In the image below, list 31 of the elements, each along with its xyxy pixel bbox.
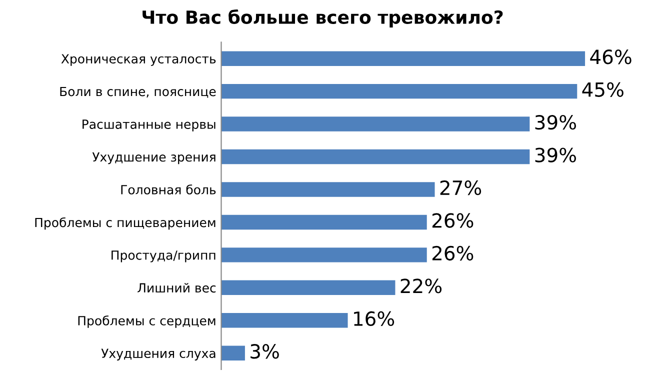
data-label: 27%	[440, 180, 482, 196]
bar	[221, 116, 530, 132]
data-label: 3%	[250, 344, 279, 359]
bar	[221, 149, 530, 164]
chart-title: Что Вас больше всего тревожило?	[142, 9, 503, 28]
data-label: 22%	[400, 278, 442, 294]
y-tick-label: Ухудшение зрения	[92, 152, 216, 164]
data-label: 26%	[432, 213, 474, 228]
bar	[221, 84, 578, 99]
data-label: 26%	[432, 246, 474, 261]
data-label: 45%	[582, 82, 624, 97]
bar	[221, 182, 435, 197]
data-label: 46%	[590, 50, 632, 64]
bar	[221, 313, 348, 328]
y-tick-label: Лишний вес	[138, 282, 216, 293]
y-tick-label: Ухудшения слуха	[101, 348, 216, 360]
bar	[221, 280, 396, 296]
data-label: 39%	[535, 148, 576, 162]
bar	[221, 346, 245, 360]
bar	[221, 51, 586, 66]
data-label: 39%	[535, 114, 576, 130]
y-tick-label: Боли в спине, пояснице	[60, 86, 216, 98]
y-tick-label: Головная боль	[121, 184, 216, 194]
y-tick-label: Проблемы с сердцем	[78, 316, 216, 328]
y-tick-label: Расшатанные нервы	[82, 120, 216, 132]
y-tick-label: Проблемы с пищеварением	[35, 217, 216, 230]
bar	[221, 248, 427, 262]
y-tick-label: Простуда/грипп	[112, 250, 216, 262]
data-label: 16%	[354, 311, 394, 326]
bar	[221, 214, 427, 230]
y-tick-label: Хроническая усталость	[61, 54, 216, 66]
